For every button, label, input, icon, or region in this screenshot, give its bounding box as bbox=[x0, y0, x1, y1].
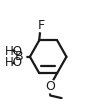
Text: O: O bbox=[45, 80, 55, 93]
Text: HO: HO bbox=[5, 56, 23, 69]
Text: B: B bbox=[15, 50, 23, 63]
Text: F: F bbox=[38, 19, 45, 32]
Text: HO: HO bbox=[5, 45, 23, 58]
